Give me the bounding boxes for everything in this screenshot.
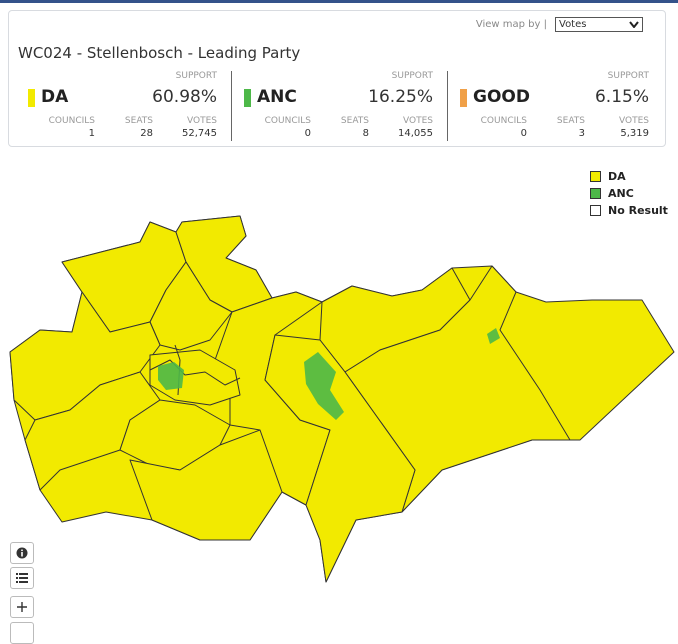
dropdown-arrow bbox=[629, 21, 639, 28]
info-button[interactable] bbox=[10, 542, 34, 564]
party-summary: GOOD SUPPORT 6.15% COUNCILS 0 SEATS 3 VOTES 5,31… bbox=[450, 69, 655, 141]
stat-value: 14,055 bbox=[398, 128, 433, 139]
ward bbox=[264, 334, 416, 583]
party-stat: COUNCILS 0 bbox=[481, 116, 527, 139]
stat-label: COUNCILS bbox=[264, 116, 311, 126]
top-bar bbox=[0, 0, 678, 3]
divider bbox=[231, 71, 232, 141]
view-select[interactable]: Votes bbox=[555, 17, 643, 32]
list-button[interactable] bbox=[10, 567, 34, 589]
support-value: 60.98% bbox=[152, 87, 217, 107]
zoom-in-button[interactable] bbox=[10, 596, 34, 618]
party-swatch bbox=[460, 89, 467, 107]
anc-ward bbox=[487, 328, 500, 344]
divider bbox=[447, 71, 448, 141]
stat-label: VOTES bbox=[403, 116, 433, 126]
anc-ward bbox=[158, 362, 184, 390]
ward bbox=[149, 261, 233, 351]
party-stat: VOTES 14,055 bbox=[398, 116, 433, 139]
legend-label: DA bbox=[608, 170, 626, 183]
summary-card: View map by | Votes WC024 - Stellenbosch… bbox=[8, 10, 666, 147]
stat-value: 0 bbox=[304, 128, 311, 139]
legend-item: DA bbox=[590, 168, 668, 185]
zoom-out-button[interactable] bbox=[10, 622, 34, 644]
ward-boundary bbox=[149, 359, 241, 386]
party-name: ANC bbox=[257, 87, 297, 107]
party-name: GOOD bbox=[473, 87, 530, 107]
party-stat: SEATS 8 bbox=[341, 116, 369, 139]
party-swatch bbox=[28, 89, 35, 107]
legend-label: ANC bbox=[608, 187, 634, 200]
stat-value: 8 bbox=[362, 128, 369, 139]
stat-value: 3 bbox=[578, 128, 585, 139]
party-stat: VOTES 52,745 bbox=[182, 116, 217, 139]
support-value: 6.15% bbox=[594, 87, 649, 107]
stat-value: 5,319 bbox=[620, 128, 649, 139]
stat-label: COUNCILS bbox=[480, 116, 527, 126]
legend-label: No Result bbox=[608, 204, 668, 217]
party-stat: COUNCILS 1 bbox=[49, 116, 95, 139]
party-summary: DA SUPPORT 60.98% COUNCILS 1 SEATS 28 VOTES 52,7… bbox=[18, 69, 223, 141]
anc-ward bbox=[304, 352, 344, 420]
stat-label: COUNCILS bbox=[48, 116, 95, 126]
party-stat: COUNCILS 0 bbox=[265, 116, 311, 139]
support-label: SUPPORT bbox=[607, 71, 649, 81]
stat-label: SEATS bbox=[340, 116, 369, 126]
title: WC024 - Stellenbosch - Leading Party bbox=[18, 44, 301, 62]
stat-label: VOTES bbox=[619, 116, 649, 126]
party-summary: ANC SUPPORT 16.25% COUNCILS 0 SEATS 8 VOTES 14,0… bbox=[234, 69, 439, 141]
stat-label: VOTES bbox=[187, 116, 217, 126]
stat-value: 52,745 bbox=[182, 128, 217, 139]
legend: DA ANC No Result bbox=[590, 168, 668, 219]
support-value: 16.25% bbox=[368, 87, 433, 107]
map bbox=[9, 215, 675, 583]
party-name: DA bbox=[41, 87, 69, 107]
view-label: View map by | bbox=[475, 19, 547, 30]
party-stat: VOTES 5,319 bbox=[619, 116, 649, 139]
stat-label: SEATS bbox=[556, 116, 585, 126]
party-swatch bbox=[244, 89, 251, 107]
support-label: SUPPORT bbox=[175, 71, 217, 81]
party-stat: SEATS 28 bbox=[125, 116, 153, 139]
legend-item: ANC bbox=[590, 185, 668, 202]
stat-label: SEATS bbox=[124, 116, 153, 126]
view-option: Votes bbox=[559, 19, 587, 30]
support-label: SUPPORT bbox=[391, 71, 433, 81]
stat-value: 1 bbox=[88, 128, 95, 139]
stat-value: 0 bbox=[520, 128, 527, 139]
legend-item: No Result bbox=[590, 202, 668, 219]
party-stat: SEATS 3 bbox=[557, 116, 585, 139]
stat-value: 28 bbox=[140, 128, 153, 139]
